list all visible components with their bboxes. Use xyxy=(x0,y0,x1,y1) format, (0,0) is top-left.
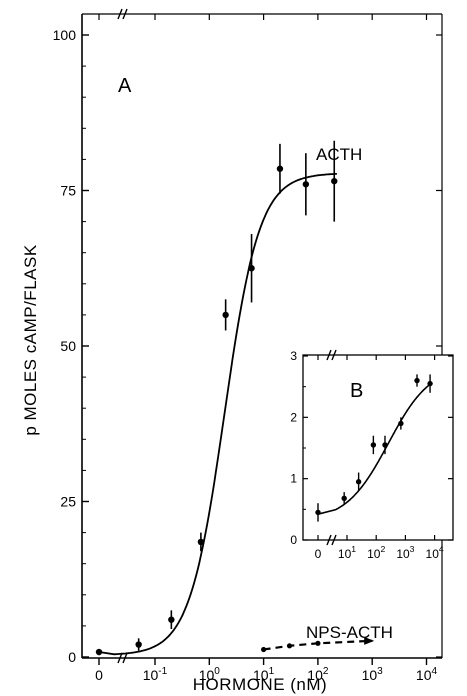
inset-y-tick-label: 0 xyxy=(290,533,297,547)
acth-point xyxy=(95,648,103,656)
nps-acth-point xyxy=(315,640,321,646)
inset-y-tick-label: 1 xyxy=(290,472,297,486)
y-tick-label: 50 xyxy=(60,338,76,354)
x-tick-label: 100 xyxy=(199,666,221,683)
x-tick-label: 10-1 xyxy=(143,666,168,683)
inset-x-tick-label: 103 xyxy=(396,544,414,561)
inset-point xyxy=(370,442,377,448)
nps-acth-line xyxy=(263,639,373,651)
acth-point xyxy=(248,265,255,272)
x-tick-label: 101 xyxy=(253,666,275,683)
nps-acth-point xyxy=(286,643,293,649)
inset-x-tick-label: 104 xyxy=(426,544,444,561)
inset-plot: 0 1 2 3 0 101 102 103 104 B xyxy=(290,349,454,561)
inset-x-axis-break xyxy=(326,534,337,546)
panel-label-b: B xyxy=(350,380,363,402)
acth-label: ACTH xyxy=(316,145,362,164)
inset-point xyxy=(341,495,347,501)
acth-point xyxy=(168,616,175,623)
inset-y-tick-label: 2 xyxy=(290,410,297,424)
inset-x-tick-label: 101 xyxy=(338,544,356,561)
acth-curve xyxy=(98,173,337,656)
inset-x-tick-label: 0 xyxy=(315,547,322,561)
y-tick-label: 100 xyxy=(53,27,77,43)
acth-point xyxy=(276,165,284,172)
inset-point xyxy=(427,380,433,387)
nps-acth-arrowhead xyxy=(364,636,375,645)
inset-point xyxy=(398,420,404,427)
y-tick-label: 25 xyxy=(60,494,76,510)
inset-point xyxy=(315,509,321,516)
x-tick-label: 103 xyxy=(362,666,384,683)
acth-point xyxy=(135,641,142,648)
y-tick-label: 75 xyxy=(60,183,76,199)
inset-point xyxy=(355,479,362,485)
acth-point xyxy=(222,311,229,319)
inset-point xyxy=(382,442,388,448)
nps-acth-label: NPS-ACTH xyxy=(306,623,393,642)
acth-point xyxy=(302,181,310,188)
y-axis-title: p MOLES cAMP/FLASK xyxy=(21,244,40,435)
x-tick-label: 102 xyxy=(307,666,329,683)
y-tick-label: 0 xyxy=(68,649,76,665)
acth-point xyxy=(197,538,205,546)
inset-y-tick-label: 3 xyxy=(290,349,297,363)
inset-point xyxy=(414,377,420,384)
inset-top-axis-break xyxy=(326,349,337,361)
panel-label-a: A xyxy=(118,75,132,97)
inset-x-tick-label: 102 xyxy=(367,544,385,561)
x-tick-label: 104 xyxy=(416,666,438,683)
top-axis-break xyxy=(117,8,128,20)
acth-point xyxy=(331,177,338,185)
nps-acth-point xyxy=(261,646,267,653)
inset-curve xyxy=(317,383,431,515)
x-tick-label: 0 xyxy=(95,667,103,683)
x-axis-title: HORMONE (nM) xyxy=(193,675,327,694)
